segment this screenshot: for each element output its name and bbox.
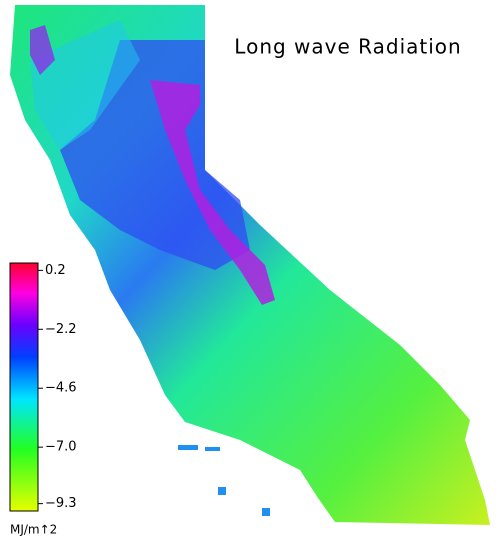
island	[178, 445, 198, 450]
california	[10, 5, 490, 525]
island	[262, 508, 270, 516]
colorbar-unit: MJ/m↑2	[10, 523, 57, 537]
colorbar	[9, 262, 39, 512]
map-title: Long wave Radiation	[234, 35, 461, 59]
sierra-high	[150, 80, 275, 305]
tick-label: 0.2	[45, 263, 66, 278]
channel-islands	[178, 445, 270, 516]
island	[205, 447, 220, 451]
island	[218, 487, 226, 495]
tick-label: −9.3	[45, 496, 77, 511]
cyan-band	[30, 20, 140, 150]
colorbar-ticks: 0.2 −2.2 −4.6 −7.0 −9.3	[38, 263, 77, 511]
tick-label: −4.6	[45, 381, 77, 396]
north-high	[30, 25, 55, 75]
tick-label: −2.2	[45, 322, 77, 337]
tick-label: −7.0	[45, 440, 77, 455]
